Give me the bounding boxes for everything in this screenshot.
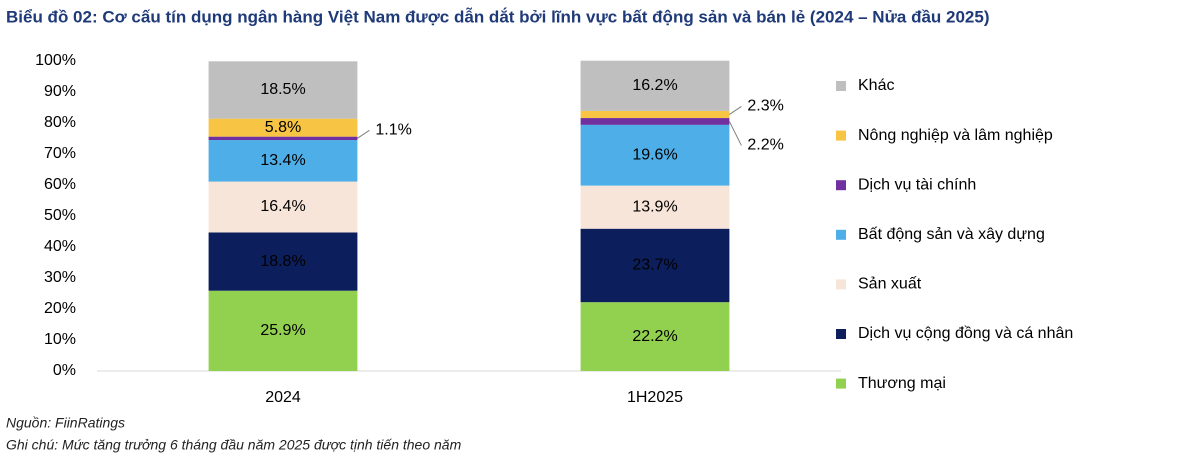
data-label: 18.5% (260, 81, 305, 98)
legend-label: Dịch vụ cộng đồng và cá nhân (858, 325, 1073, 342)
legend-label: Thương mại (858, 375, 946, 392)
y-tick-label: 90% (44, 83, 76, 100)
data-label: 23.7% (632, 257, 677, 274)
legend-swatch (836, 180, 846, 191)
bar-segment (580, 302, 730, 371)
data-label: 18.8% (260, 253, 305, 270)
data-label: 16.4% (260, 198, 305, 215)
bar-segment (580, 60, 730, 111)
bar-segment (208, 61, 358, 119)
bar-segment (580, 110, 730, 119)
y-tick-label: 80% (44, 114, 76, 131)
legend-swatch (836, 229, 846, 240)
data-label: 2.2% (747, 137, 783, 154)
y-tick-label: 70% (44, 145, 76, 162)
y-tick-label: 100% (35, 52, 76, 69)
bar-segment (208, 232, 358, 291)
legend-label: Sản xuất (858, 276, 922, 293)
y-tick-label: 30% (44, 269, 76, 286)
data-label: 1.1% (375, 122, 411, 139)
bar-segment (208, 140, 358, 182)
source: Nguồn: FiinRatings (6, 415, 125, 431)
data-label: 5.8% (265, 119, 301, 136)
data-label: 13.9% (632, 198, 677, 215)
y-tick-label: 60% (44, 176, 76, 193)
y-tick-label: 50% (44, 207, 76, 224)
data-label: 2.3% (747, 98, 783, 115)
chart-title: Biểu đồ 02: Cơ cấu tín dụng ngân hàng Vi… (6, 7, 990, 26)
data-label: 22.2% (632, 328, 677, 345)
legend-label: Dịch vụ tài chính (858, 176, 976, 193)
bar-segment (208, 136, 358, 141)
bar-segment (208, 118, 358, 137)
bar-segment (580, 124, 730, 186)
y-tick-label: 40% (44, 238, 76, 255)
legend-swatch (836, 279, 846, 290)
legend-swatch (836, 81, 846, 91)
data-label: 25.9% (260, 322, 305, 339)
leader-line (728, 121, 742, 146)
bar-segment (580, 185, 730, 229)
y-tick-label: 10% (44, 331, 76, 348)
legend-label: Nông nghiệp và lâm nghiệp (858, 127, 1053, 144)
bar-segment (208, 181, 358, 233)
legend-label: Bất động sản và xây dựng (858, 226, 1045, 243)
bar-segment (580, 228, 730, 303)
bar-segment (208, 290, 358, 371)
legend-label: Khác (858, 77, 894, 94)
data-label: 13.4% (260, 152, 305, 169)
data-label: 19.6% (632, 146, 677, 163)
x-tick-label: 1H2025 (627, 389, 683, 406)
x-tick-label: 2024 (265, 389, 301, 406)
legend-swatch (836, 378, 846, 389)
note: Ghi chú: Mức tăng trưởng 6 tháng đầu năm… (6, 437, 462, 453)
legend-swatch (836, 130, 846, 141)
leader-line (729, 106, 742, 115)
y-tick-label: 0% (53, 362, 76, 379)
data-label: 16.2% (632, 77, 677, 94)
legend-swatch (836, 329, 846, 339)
leader-line (357, 129, 370, 139)
y-tick-label: 20% (44, 300, 76, 317)
bar-segment (580, 118, 730, 125)
